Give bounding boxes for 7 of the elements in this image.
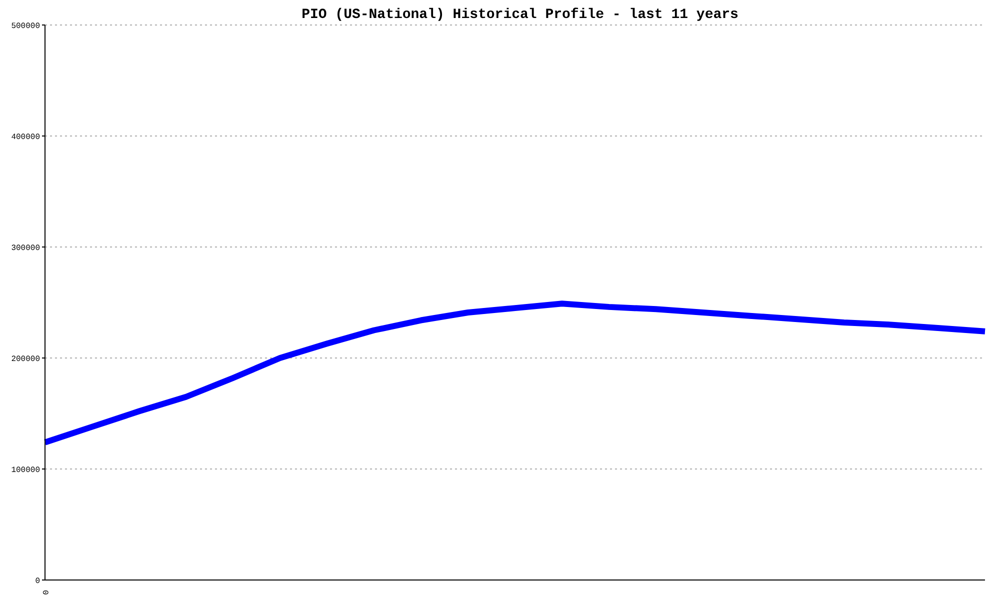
- y-tick-label: 100000: [11, 466, 40, 475]
- y-tick-label: 200000: [11, 354, 40, 364]
- y-tick-label: 0: [35, 576, 40, 586]
- y-tick-label: 400000: [11, 132, 40, 142]
- chart-title: PIO (US-National) Historical Profile - last 11 years: [300, 7, 740, 23]
- y-tick-label: 300000: [11, 244, 40, 253]
- y-tick-label: 500000: [11, 22, 40, 31]
